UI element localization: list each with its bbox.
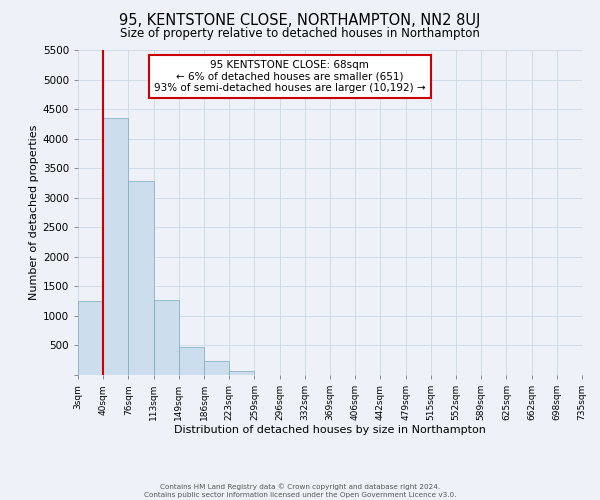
- Bar: [103, 118, 128, 375]
- X-axis label: Distribution of detached houses by size in Northampton: Distribution of detached houses by size …: [174, 424, 486, 434]
- Bar: [179, 346, 204, 375]
- Bar: [78, 301, 103, 375]
- Text: 95 KENTSTONE CLOSE: 68sqm
← 6% of detached houses are smaller (651)
93% of semi-: 95 KENTSTONE CLOSE: 68sqm ← 6% of detach…: [154, 60, 425, 93]
- Bar: [154, 300, 179, 375]
- Bar: [128, 180, 154, 375]
- Text: 95, KENTSTONE CLOSE, NORTHAMPTON, NN2 8UJ: 95, KENTSTONE CLOSE, NORTHAMPTON, NN2 8U…: [119, 12, 481, 28]
- Y-axis label: Number of detached properties: Number of detached properties: [29, 125, 38, 300]
- Bar: [229, 370, 254, 375]
- Bar: [204, 361, 229, 375]
- Text: Size of property relative to detached houses in Northampton: Size of property relative to detached ho…: [120, 28, 480, 40]
- Text: Contains HM Land Registry data © Crown copyright and database right 2024.
Contai: Contains HM Land Registry data © Crown c…: [144, 484, 456, 498]
